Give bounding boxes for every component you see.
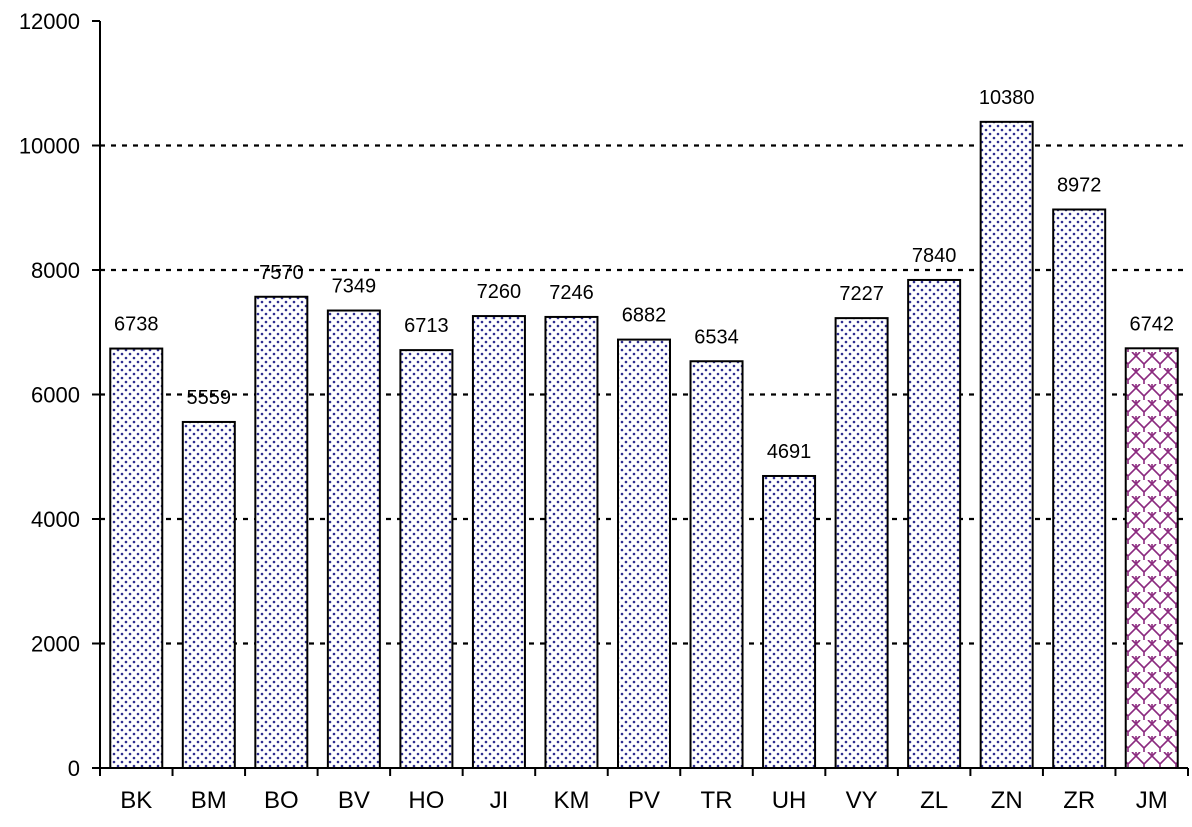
category-label: BK	[120, 787, 152, 814]
y-tick-label: 0	[68, 756, 80, 781]
data-label: 6534	[694, 326, 739, 348]
category-label: VY	[846, 787, 878, 814]
data-label: 6882	[622, 305, 667, 327]
data-label: 6713	[404, 315, 449, 337]
bar-zl	[907, 278, 962, 769]
category-label: ZN	[991, 787, 1023, 814]
data-label: 7570	[259, 262, 304, 284]
bar-zn	[979, 120, 1034, 770]
category-label: BM	[191, 787, 227, 814]
data-label: 5559	[187, 387, 232, 409]
bar-ho	[399, 349, 454, 769]
bar-bv	[326, 309, 381, 769]
labels: 6738 BK 5559 BM 7570 BO 7349 BV 6713 HO 7260 JI 7246…	[19, 9, 1174, 814]
bar-pv	[617, 338, 671, 769]
bar-vy	[834, 317, 889, 769]
category-label: ZR	[1063, 787, 1095, 814]
data-label: 7840	[912, 245, 957, 267]
data-label: 8972	[1057, 174, 1102, 196]
category-label: KM	[553, 787, 589, 814]
category-label: BV	[338, 787, 370, 814]
category-label: ZL	[920, 787, 948, 814]
y-tick-label: 4000	[31, 507, 80, 532]
data-label: 10380	[979, 87, 1035, 109]
bar-ji	[471, 315, 526, 769]
category-label: BO	[264, 787, 299, 814]
bar-bm	[181, 420, 236, 769]
data-label: 7260	[477, 281, 522, 303]
bar-km	[544, 315, 599, 769]
category-label: HO	[408, 787, 444, 814]
category-label: TR	[701, 787, 733, 814]
category-label: JI	[490, 787, 509, 814]
y-tick-label: 8000	[31, 258, 80, 283]
y-tick-label: 6000	[31, 383, 80, 408]
bar-jm	[1124, 347, 1179, 769]
data-label: 6738	[114, 314, 159, 336]
data-label: 7246	[549, 282, 594, 304]
data-label: 6742	[1129, 313, 1174, 335]
data-label: 7227	[839, 283, 884, 305]
bar-zr	[1052, 208, 1107, 770]
data-label: 7349	[332, 276, 377, 298]
data-label: 4691	[767, 441, 812, 463]
bars	[109, 120, 1179, 770]
y-tick-label: 2000	[31, 632, 80, 657]
axes	[92, 20, 1189, 776]
category-label: JM	[1136, 787, 1168, 814]
bar-uh	[762, 474, 817, 769]
category-label: PV	[628, 787, 660, 814]
bar-bo	[254, 295, 309, 769]
y-tick-label: 12000	[19, 9, 80, 34]
bar-tr	[689, 360, 744, 769]
category-label: UH	[772, 787, 807, 814]
bar-bk	[109, 347, 164, 769]
y-tick-label: 10000	[19, 134, 80, 159]
